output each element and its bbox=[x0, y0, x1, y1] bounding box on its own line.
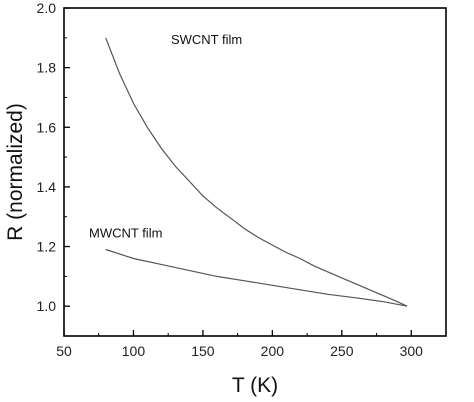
y-tick-label: 1.2 bbox=[37, 239, 57, 255]
annotation-layer: SWCNT film MWCNT film bbox=[89, 32, 242, 241]
x-axis-ticks: 50 100 150 200 250 300 bbox=[56, 330, 423, 359]
x-tick-label: 300 bbox=[400, 343, 424, 359]
swcnt-film-label: SWCNT film bbox=[171, 32, 242, 47]
y-tick-label: 1.0 bbox=[37, 298, 57, 314]
x-axis-title: T (K) bbox=[232, 374, 278, 397]
x-tick-label: 250 bbox=[330, 343, 354, 359]
x-tick-label: 100 bbox=[122, 343, 146, 359]
y-axis-ticks: 1.0 1.2 1.4 1.6 1.8 2.0 bbox=[37, 0, 70, 314]
x-tick-label: 150 bbox=[191, 343, 215, 359]
y-tick-label: 1.4 bbox=[37, 179, 57, 195]
y-tick-label: 2.0 bbox=[37, 0, 57, 16]
mwcnt-film-label: MWCNT film bbox=[89, 226, 162, 241]
swcnt-film-line bbox=[105, 37, 408, 307]
x-tick-label: 50 bbox=[56, 343, 72, 359]
mwcnt-film-line bbox=[105, 248, 408, 307]
y-tick-label: 1.8 bbox=[37, 60, 57, 76]
y-tick-label: 1.6 bbox=[37, 119, 57, 135]
plot-frame bbox=[63, 7, 447, 337]
series-layer bbox=[105, 37, 408, 307]
x-tick-label: 200 bbox=[261, 343, 285, 359]
plot-area bbox=[63, 7, 447, 337]
y-axis-title: R (normalized) bbox=[4, 103, 27, 241]
